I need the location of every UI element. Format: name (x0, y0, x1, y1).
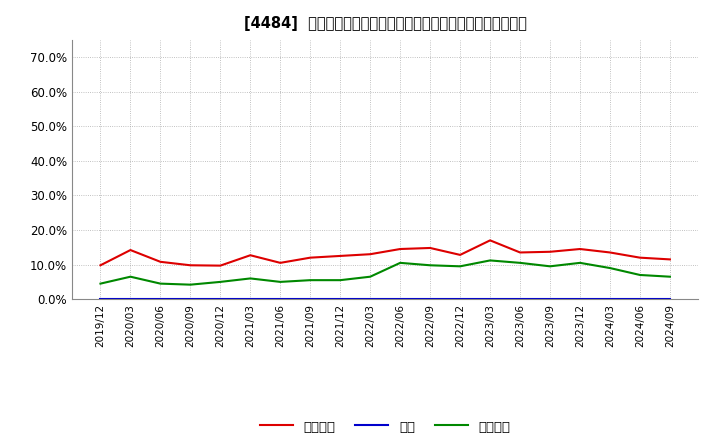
在庫 (186, 296, 194, 301)
在庫 (126, 296, 135, 301)
売上債権 (156, 259, 165, 264)
Line: 売上債権: 売上債権 (101, 240, 670, 266)
買入債務 (336, 278, 345, 283)
在庫 (456, 296, 464, 301)
在庫 (546, 296, 554, 301)
売上債権 (336, 253, 345, 259)
売上債権 (636, 255, 644, 260)
売上債権 (426, 246, 434, 251)
買入債務 (516, 260, 524, 265)
買入債務 (246, 276, 255, 281)
在庫 (156, 296, 165, 301)
売上債権 (276, 260, 284, 265)
在庫 (576, 296, 585, 301)
在庫 (336, 296, 345, 301)
売上債権 (456, 252, 464, 257)
Legend: 売上債権, 在庫, 買入債務: 売上債権, 在庫, 買入債務 (255, 415, 516, 439)
売上債権 (126, 247, 135, 253)
買入債務 (606, 265, 614, 271)
売上債権 (186, 263, 194, 268)
売上債権 (396, 246, 405, 252)
買入債務 (126, 274, 135, 279)
買入債務 (396, 260, 405, 265)
売上債権 (366, 252, 374, 257)
在庫 (246, 296, 255, 301)
売上債権 (516, 250, 524, 255)
買入債務 (665, 274, 674, 279)
買入債務 (456, 264, 464, 269)
在庫 (216, 296, 225, 301)
売上債権 (546, 249, 554, 254)
在庫 (276, 296, 284, 301)
売上債権 (216, 263, 225, 268)
買入債務 (486, 258, 495, 263)
売上債権 (606, 250, 614, 255)
在庫 (486, 296, 495, 301)
在庫 (306, 296, 315, 301)
買入債務 (156, 281, 165, 286)
買入債務 (546, 264, 554, 269)
買入債務 (426, 263, 434, 268)
在庫 (665, 296, 674, 301)
買入債務 (366, 274, 374, 279)
買入債務 (96, 281, 105, 286)
売上債権 (96, 263, 105, 268)
買入債務 (276, 279, 284, 285)
買入債務 (216, 279, 225, 285)
在庫 (636, 296, 644, 301)
Line: 買入債務: 買入債務 (101, 260, 670, 285)
売上債権 (576, 246, 585, 252)
買入債務 (306, 278, 315, 283)
売上債権 (665, 257, 674, 262)
在庫 (426, 296, 434, 301)
買入債務 (576, 260, 585, 265)
売上債権 (306, 255, 315, 260)
在庫 (606, 296, 614, 301)
売上債権 (486, 238, 495, 243)
買入債務 (186, 282, 194, 287)
在庫 (396, 296, 405, 301)
Title: [4484]  売上債権、在庫、買入債務の総資産に対する比率の推移: [4484] 売上債権、在庫、買入債務の総資産に対する比率の推移 (244, 16, 526, 32)
在庫 (516, 296, 524, 301)
買入債務 (636, 272, 644, 278)
売上債権 (246, 253, 255, 258)
在庫 (366, 296, 374, 301)
在庫 (96, 296, 105, 301)
